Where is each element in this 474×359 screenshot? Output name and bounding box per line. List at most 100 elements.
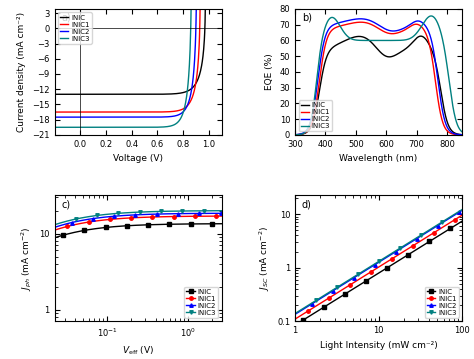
INIC3 [292,133,298,137]
INIC2 [445,125,450,129]
INIC3 [403,38,409,42]
INIC2 [403,25,409,29]
INIC3 [83,215,89,219]
INIC2 [337,284,342,289]
INIC1 [299,313,305,317]
Line: INIC: INIC [53,222,226,239]
INIC [299,319,305,323]
INIC3 [337,284,342,288]
INIC1 [52,228,57,232]
Y-axis label: $J_{SC}$ (mA cm$^{-2}$): $J_{SC}$ (mA cm$^{-2}$) [257,226,272,291]
INIC3 [346,35,351,39]
Line: INIC: INIC [55,3,228,94]
INIC [83,228,89,232]
INIC1 [346,22,351,26]
INIC3 [334,18,339,23]
INIC1 [134,110,140,114]
Line: INIC3: INIC3 [53,209,226,227]
INIC1 [155,110,161,114]
Y-axis label: EQE (%): EQE (%) [265,53,274,90]
INIC [302,317,308,321]
INIC3 [135,125,141,130]
INIC [337,295,342,299]
Line: INIC2: INIC2 [295,19,464,135]
INIC3 [292,311,298,316]
INIC2 [155,115,161,119]
INIC [134,92,140,97]
Legend: INIC, INIC1, INIC2, INIC3: INIC, INIC1, INIC2, INIC3 [58,13,92,44]
INIC [202,1,208,5]
INIC3 [189,1,194,5]
INIC [323,304,329,308]
INIC2 [323,293,329,297]
INIC3 [52,125,57,130]
Line: INIC1: INIC1 [293,213,464,321]
INIC2 [292,132,298,137]
Line: INIC2: INIC2 [55,3,228,117]
INIC2 [52,225,57,229]
INIC3 [445,65,450,70]
INIC3 [62,220,68,224]
Line: INIC: INIC [293,219,464,327]
INIC1 [323,298,329,302]
INIC [58,234,64,238]
INIC2 [97,215,102,220]
INIC2 [58,223,64,227]
INIC [292,323,298,327]
INIC3 [302,305,308,309]
INIC [221,222,227,226]
INIC3 [340,28,346,32]
INIC [445,228,451,232]
INIC1 [445,222,451,226]
INIC2 [221,1,227,5]
INIC3 [225,1,231,5]
INIC2 [445,217,451,222]
INIC [451,224,456,228]
INIC2 [221,211,227,215]
INIC2 [357,17,363,21]
INIC2 [461,133,466,137]
INIC3 [97,213,102,217]
Line: INIC3: INIC3 [55,3,228,127]
Legend: INIC, INIC1, INIC2, INIC3: INIC, INIC1, INIC2, INIC3 [299,100,332,131]
INIC3 [155,125,161,129]
X-axis label: Voltage (V): Voltage (V) [113,154,163,163]
INIC [445,120,450,124]
X-axis label: $V_{\rm eff}$ (V): $V_{\rm eff}$ (V) [122,344,154,356]
INIC1 [97,218,102,223]
INIC1 [62,225,68,229]
INIC1 [146,110,151,114]
Legend: INIC, INIC1, INIC2, INIC3: INIC, INIC1, INIC2, INIC3 [425,286,459,318]
INIC [346,37,351,41]
Y-axis label: $J_{ph}$ (mA cm$^{-2}$): $J_{ph}$ (mA cm$^{-2}$) [19,226,34,291]
INIC3 [194,1,200,5]
INIC3 [323,292,329,296]
INIC1 [459,213,465,217]
Line: INIC2: INIC2 [53,211,226,229]
INIC2 [424,25,429,30]
Text: d): d) [302,199,311,209]
INIC1 [451,218,456,223]
INIC2 [451,213,456,218]
INIC [340,39,346,44]
INIC2 [334,22,339,26]
INIC3 [213,209,219,213]
INIC [52,236,57,240]
INIC3 [445,216,451,220]
INIC1 [221,1,227,5]
Line: INIC: INIC [295,36,464,135]
X-axis label: Wavelength (nm): Wavelength (nm) [339,154,418,163]
INIC1 [197,1,203,5]
INIC3 [299,307,305,312]
INIC3 [207,209,212,213]
Legend: INIC, INIC1, INIC2, INIC3: INIC, INIC1, INIC2, INIC3 [184,286,218,318]
INIC2 [194,1,200,5]
INIC [418,34,424,38]
INIC [62,233,68,237]
INIC3 [52,223,57,227]
INIC1 [221,214,227,218]
INIC2 [299,308,305,312]
INIC1 [337,289,342,294]
Line: INIC1: INIC1 [55,3,228,112]
INIC2 [346,18,351,23]
